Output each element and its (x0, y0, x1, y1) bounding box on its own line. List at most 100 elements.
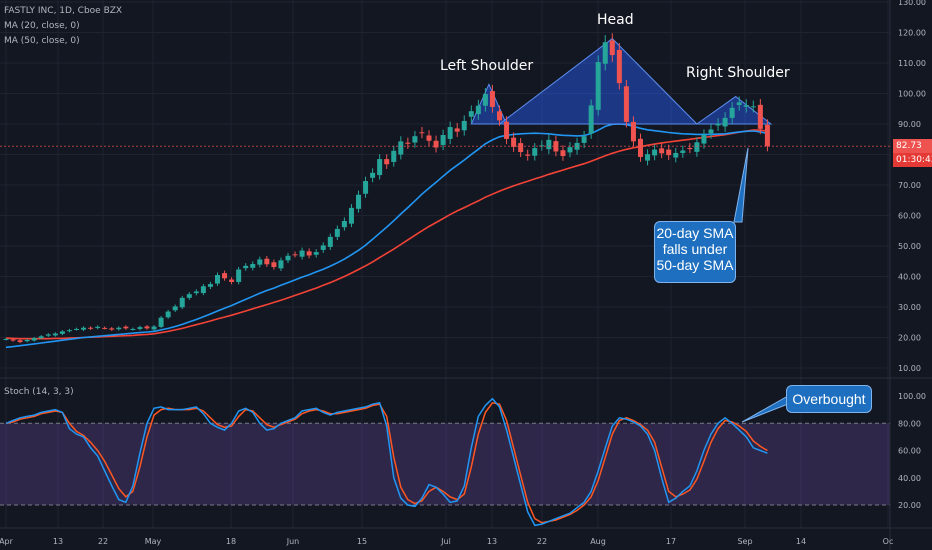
candle-body (461, 120, 467, 131)
price-tick-label: 30.00 (898, 303, 921, 312)
candle-body (673, 152, 679, 158)
candle-body (468, 111, 474, 117)
candle-body (454, 128, 460, 132)
candle-body (426, 135, 432, 141)
ma50-legend: MA (50, close, 0) (4, 36, 80, 46)
candle-body (645, 154, 651, 161)
time-tick-label: Apr (0, 537, 14, 546)
stoch-tick-label: 80.00 (898, 419, 921, 428)
grid-lines (0, 0, 890, 528)
candle-body (123, 326, 129, 329)
candle-body (341, 220, 347, 228)
stoch-band-fill (0, 423, 890, 505)
candle-body (38, 336, 44, 339)
overbought-callout: Overbought (786, 385, 872, 413)
candle-body (616, 49, 622, 84)
candlestick-series[interactable] (3, 33, 770, 344)
candle-body (285, 255, 291, 261)
time-tick-label: 14 (796, 537, 806, 546)
candle-body (595, 62, 601, 110)
candle-body (623, 86, 629, 122)
candle-body (567, 147, 573, 153)
candle-body (504, 121, 510, 139)
candle-body (630, 121, 636, 142)
candle-body (52, 333, 58, 336)
candle-body (257, 259, 263, 265)
time-tick-label: Jun (286, 537, 300, 546)
stochastic-lines (5, 397, 768, 527)
candle-body (59, 331, 65, 334)
candle-body (250, 263, 256, 268)
candle-body (391, 150, 397, 162)
time-tick-label: Jul (440, 537, 451, 546)
candle-body (236, 269, 242, 282)
candle-body (179, 297, 185, 308)
time-tick-label: Aug (590, 537, 606, 546)
candle-body (511, 137, 517, 147)
candle-body (193, 291, 199, 294)
candle-body (638, 138, 643, 157)
candle-body (497, 111, 502, 121)
candle-body (489, 91, 495, 107)
candle-body (553, 141, 559, 152)
candle-body (165, 311, 171, 318)
price-tick-label: 130.00 (898, 0, 926, 7)
price-tick-label: 100.00 (898, 90, 926, 99)
time-tick-label: Oc (883, 537, 894, 546)
candle-body (722, 117, 728, 127)
candle-body (687, 148, 693, 150)
right-shoulder-label: Right Shoulder (686, 65, 790, 81)
price-tick-label: 40.00 (898, 273, 921, 282)
candle-body (229, 279, 235, 282)
stoch-d-line (5, 401, 768, 524)
price-tick-label: 70.00 (898, 181, 921, 190)
candle-body (271, 262, 277, 268)
candle-body (334, 228, 340, 237)
time-tick-label: 22 (98, 537, 108, 546)
candle-body (243, 265, 249, 269)
candle-body (363, 181, 369, 194)
candle-body (525, 154, 531, 156)
price-tick-label: 50.00 (898, 242, 921, 251)
time-tick-label: 17 (666, 537, 676, 546)
candle-body (200, 286, 206, 294)
sma-cross-arrow (733, 147, 749, 223)
candle-body (602, 42, 608, 64)
candle-body (207, 284, 213, 287)
candle-body (384, 159, 390, 165)
time-tick-label: May (145, 537, 162, 546)
candle-body (17, 340, 23, 343)
left-shoulder-label: Left Shoulder (440, 58, 534, 74)
ma20-line (5, 123, 768, 349)
candle-body (398, 141, 404, 155)
candle-body (482, 94, 488, 106)
candle-body (666, 149, 672, 156)
stoch-tick-label: 40.00 (898, 474, 921, 483)
candle-body (74, 328, 79, 330)
candle-body (440, 134, 446, 145)
candle-body (659, 148, 665, 154)
stoch-tick-label: 100.00 (898, 392, 926, 401)
symbol-legend: FASTLY INC, 1D, Cboe BZX (4, 6, 123, 16)
candle-body (532, 148, 538, 156)
price-tick-label: 60.00 (898, 212, 921, 221)
time-tick-label: 15 (357, 537, 367, 546)
candle-body (327, 236, 333, 247)
candle-body (144, 326, 150, 329)
candle-body (31, 338, 37, 341)
price-tick-label: 10.00 (898, 364, 921, 373)
candle-body (447, 127, 453, 139)
candle-body (88, 327, 94, 329)
candle-body (215, 274, 220, 284)
candle-body (736, 102, 742, 105)
candle-body (95, 326, 101, 328)
candle-body (475, 105, 481, 115)
candle-body (356, 194, 361, 209)
time-tick-label: 13 (487, 537, 497, 546)
candle-body (102, 327, 108, 329)
candle-body (222, 273, 228, 279)
candle-body (581, 136, 587, 143)
candle-body (130, 328, 136, 330)
